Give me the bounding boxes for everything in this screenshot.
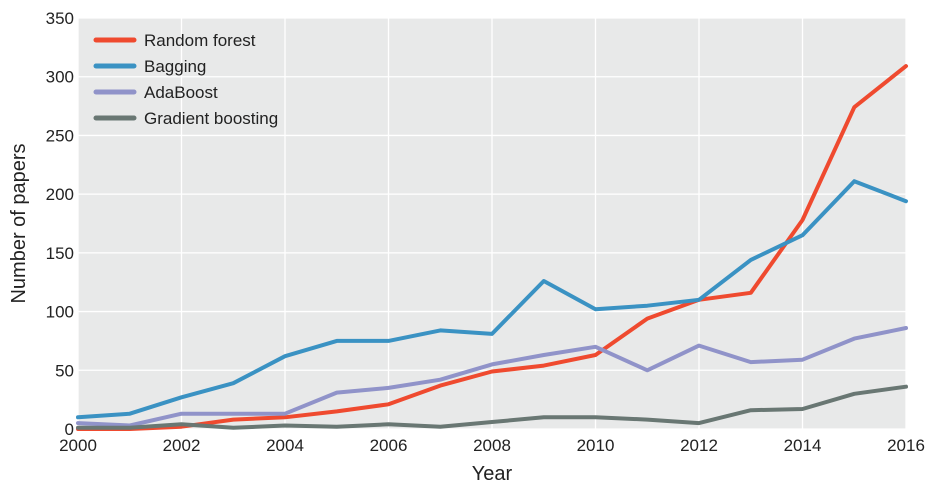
- x-tick-label: 2016: [887, 436, 925, 455]
- legend-label: AdaBoost: [144, 83, 218, 102]
- y-tick-label: 0: [65, 420, 74, 439]
- x-tick-label: 2010: [577, 436, 615, 455]
- y-tick-label: 350: [46, 9, 74, 28]
- x-tick-labels: 2000 2002 2004 2006 2008 2010 2012 2014 2016: [59, 436, 925, 455]
- series-line-gradient-boosting: [76, 384, 908, 430]
- x-tick-label: 2002: [163, 436, 201, 455]
- y-tick-label: 300: [46, 68, 74, 87]
- y-axis-title: Number of papers: [8, 143, 30, 303]
- y-tick-labels: 0 50 100 150 200 250 300 350: [46, 9, 74, 439]
- series-line-random-forest: [76, 64, 908, 431]
- x-tick-label: 2008: [473, 436, 511, 455]
- series-lines: [76, 64, 908, 431]
- y-tick-label: 250: [46, 126, 74, 145]
- y-tick-label: 100: [46, 303, 74, 322]
- x-tick-label: 2004: [266, 436, 304, 455]
- x-tick-label: 2006: [370, 436, 408, 455]
- y-tick-label: 200: [46, 185, 74, 204]
- y-tick-label: 50: [55, 361, 74, 380]
- legend-label: Gradient boosting: [144, 109, 278, 128]
- x-axis-title: Year: [472, 463, 513, 485]
- series-line-adaboost: [76, 326, 908, 428]
- x-tick-label: 2012: [680, 436, 718, 455]
- y-tick-label: 150: [46, 244, 74, 263]
- legend-label: Bagging: [144, 57, 206, 76]
- series-line-bagging: [76, 179, 908, 420]
- legend-label: Random forest: [144, 31, 256, 50]
- legend: Random forest Bagging AdaBoost Gradient boo…: [93, 31, 278, 128]
- x-tick-label: 2000: [59, 436, 97, 455]
- x-tick-label: 2014: [784, 436, 822, 455]
